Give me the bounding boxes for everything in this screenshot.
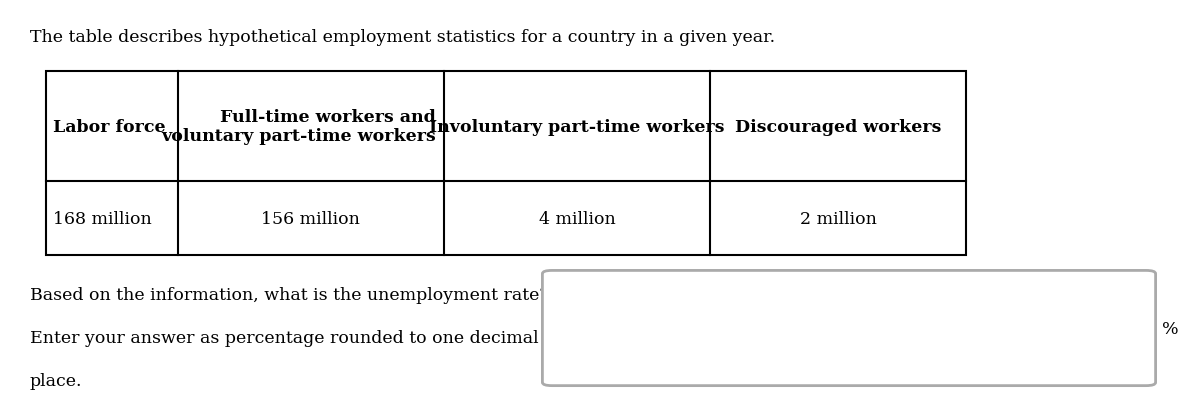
Text: place.: place. <box>30 372 83 389</box>
Text: The table describes hypothetical employment statistics for a country in a given : The table describes hypothetical employm… <box>30 29 775 45</box>
Text: Full-time workers and
voluntary part-time workers: Full-time workers and voluntary part-tim… <box>161 108 436 145</box>
Text: 2 million: 2 million <box>799 210 877 227</box>
Text: Based on the information, what is the unemployment rate?: Based on the information, what is the un… <box>30 286 548 303</box>
Text: 4 million: 4 million <box>539 210 616 227</box>
Bar <box>46 72 966 256</box>
Text: Labor force: Labor force <box>53 118 166 135</box>
FancyBboxPatch shape <box>542 271 1156 386</box>
Text: 156 million: 156 million <box>262 210 360 227</box>
Text: 168 million: 168 million <box>53 210 151 227</box>
Text: Enter your answer as percentage rounded to one decimal: Enter your answer as percentage rounded … <box>30 329 539 346</box>
Text: Involuntary part-time workers: Involuntary part-time workers <box>430 118 725 135</box>
Text: %: % <box>1162 320 1178 337</box>
Text: Discouraged workers: Discouraged workers <box>736 118 941 135</box>
